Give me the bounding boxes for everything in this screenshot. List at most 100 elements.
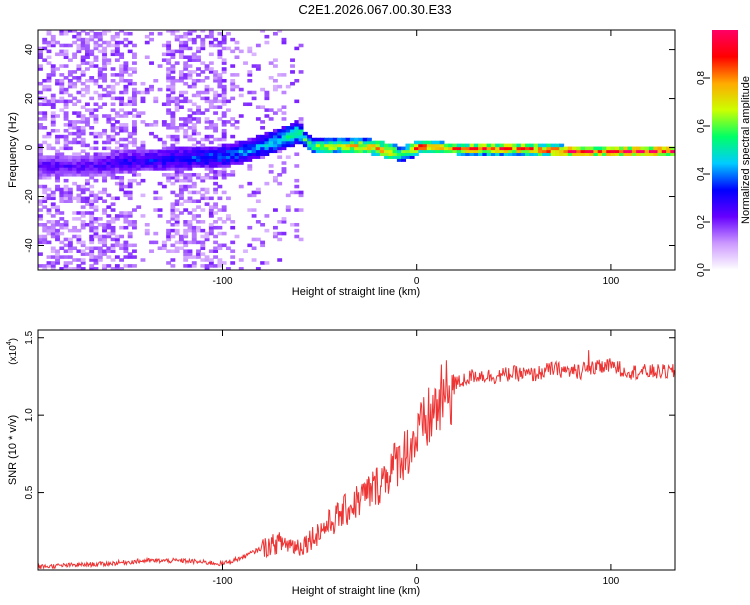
heatmap-cell (200, 175, 206, 180)
heatmap-cell (183, 164, 189, 168)
heatmap-cell (55, 175, 60, 180)
heatmap-cell (42, 158, 48, 162)
heatmap-cell (114, 126, 120, 130)
heatmap-cell (110, 196, 116, 201)
heatmap-cell (50, 155, 56, 159)
colorbar-tick-label: 0.8 (696, 71, 707, 85)
heatmap-cell (401, 146, 407, 151)
heatmap-cell (178, 211, 184, 215)
heatmap-cell (63, 117, 69, 121)
heatmap-cell (166, 102, 172, 107)
heatmap-cell (431, 140, 436, 145)
heatmap-cell (178, 40, 184, 45)
heatmap-cell (542, 146, 548, 151)
heatmap-cell (268, 108, 274, 112)
heatmap-cell (50, 70, 56, 74)
heatmap-cell (225, 99, 231, 104)
heatmap-cell (225, 146, 231, 151)
heatmap-cell (247, 158, 253, 162)
heatmap-cell (89, 252, 95, 256)
heatmap-cell (183, 208, 189, 212)
heatmap-cell (221, 34, 227, 39)
heatmap-cell (166, 30, 172, 33)
heatmap-cell (85, 84, 90, 89)
heatmap-cell (221, 96, 227, 101)
heatmap-cell (63, 155, 69, 159)
heatmap-cell (153, 149, 159, 154)
heatmap-cell (89, 155, 95, 159)
heatmap-cell (114, 196, 120, 201)
heatmap-cell (59, 164, 65, 168)
heatmap-cell (281, 146, 287, 151)
heatmap-cell (174, 61, 180, 65)
heatmap-cell (183, 120, 189, 124)
heatmap-cell (170, 158, 176, 162)
heatmap-cell (38, 158, 43, 162)
heatmap-cell (110, 126, 116, 130)
heatmap-cell (166, 149, 172, 154)
heatmap-cell (520, 146, 526, 151)
heatmap-cell (294, 137, 300, 142)
heatmap-cell (221, 220, 227, 224)
heatmap-cell (119, 73, 125, 77)
heatmap-cell (97, 31, 103, 36)
heatmap-cell (144, 222, 150, 227)
heatmap-cell (217, 152, 223, 156)
heatmap-cell (213, 146, 219, 151)
heatmap-cell (418, 146, 424, 151)
heatmap-cell (469, 146, 475, 151)
heatmap-cell (281, 137, 287, 142)
heatmap-cell (127, 170, 133, 174)
heatmap-cell (102, 52, 107, 57)
heatmap-cell (132, 126, 137, 130)
heatmap-cell (123, 78, 129, 83)
heatmap-cell (200, 146, 206, 151)
heatmap-cell (106, 234, 112, 239)
heatmap-cell (97, 152, 103, 156)
heatmap-cell (268, 149, 274, 154)
heatmap-cell (187, 37, 193, 42)
heatmap-cell (166, 167, 172, 171)
heatmap-cell (42, 84, 48, 89)
heatmap-cell (38, 237, 43, 242)
heatmap-cell (170, 111, 176, 115)
heatmap-cell (89, 264, 95, 268)
heatmap-cell (554, 143, 560, 148)
heatmap-cell (200, 187, 206, 192)
heatmap-cell (132, 120, 137, 124)
heatmap-cell (93, 78, 99, 83)
heatmap-cell (174, 208, 180, 212)
heatmap-cell (187, 30, 193, 33)
heatmap-cell (114, 140, 120, 145)
heatmap-cell (97, 67, 103, 71)
heatmap-cell (260, 140, 266, 145)
heatmap-cell (499, 146, 505, 151)
heatmap-cell (136, 114, 142, 118)
heatmap-cell (76, 228, 82, 233)
heatmap-cell (623, 149, 629, 154)
heatmap-cell (46, 211, 52, 215)
heatmap-cell (200, 158, 206, 162)
heatmap-cell (264, 181, 270, 186)
heatmap-cell (72, 84, 78, 89)
heatmap-cell (106, 117, 112, 121)
heatmap-cell (264, 96, 270, 101)
heatmap-cell (72, 140, 78, 145)
heatmap-cell (196, 155, 201, 159)
heatmap-cell (208, 61, 214, 65)
heatmap-cell (55, 231, 60, 236)
heatmap-cell (191, 199, 197, 204)
heatmap-cell (319, 143, 325, 148)
heatmap-cell (161, 158, 167, 162)
heatmap-cell (42, 161, 48, 165)
heatmap-cell (247, 146, 253, 151)
heatmap-cell (272, 87, 278, 92)
heatmap-cell (234, 126, 240, 130)
heatmap-cell (183, 76, 189, 80)
heatmap-cell (157, 167, 163, 171)
heatmap-cell (277, 155, 283, 159)
heatmap-cell (110, 237, 116, 242)
heatmap-cell (76, 158, 82, 162)
heatmap-cell (213, 137, 219, 142)
heatmap-cell (268, 131, 274, 136)
